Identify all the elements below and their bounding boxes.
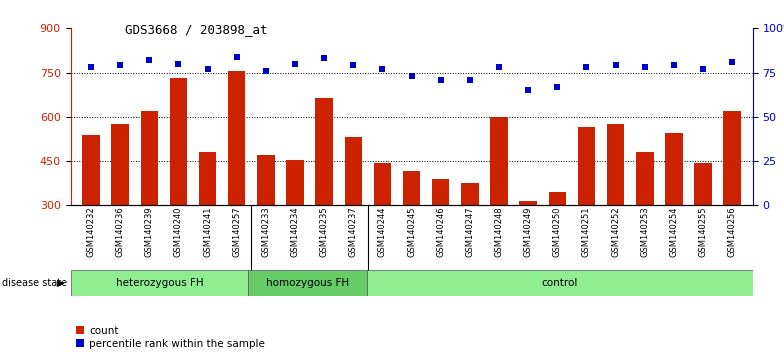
Point	[260, 68, 272, 74]
Point	[347, 63, 360, 68]
Text: GSM140253: GSM140253	[641, 207, 649, 257]
Bar	[549, 192, 566, 205]
Text: GSM140248: GSM140248	[495, 207, 503, 257]
Point	[434, 77, 447, 82]
Bar	[140, 111, 158, 205]
Point	[201, 66, 214, 72]
Text: GSM140240: GSM140240	[174, 207, 183, 257]
Bar	[286, 160, 303, 205]
Point	[638, 64, 651, 70]
Text: GSM140241: GSM140241	[203, 207, 212, 257]
Text: GSM140235: GSM140235	[320, 207, 328, 257]
Point	[114, 63, 126, 68]
Text: GSM140239: GSM140239	[145, 207, 154, 257]
Point	[318, 56, 330, 61]
Text: GSM140257: GSM140257	[232, 207, 241, 257]
Point	[463, 77, 476, 82]
Text: GSM140252: GSM140252	[612, 207, 620, 257]
Bar	[228, 71, 245, 205]
Text: GSM140246: GSM140246	[436, 207, 445, 257]
Bar	[374, 162, 391, 205]
Text: GSM140237: GSM140237	[349, 207, 358, 257]
Text: GSM140245: GSM140245	[407, 207, 416, 257]
Text: disease state: disease state	[2, 278, 67, 288]
Bar	[249, 270, 367, 296]
Text: GSM140254: GSM140254	[670, 207, 678, 257]
Bar	[403, 171, 420, 205]
Text: GSM140233: GSM140233	[261, 207, 270, 257]
Point	[493, 64, 506, 70]
Legend: count, percentile rank within the sample: count, percentile rank within the sample	[76, 326, 265, 349]
Bar	[695, 162, 712, 205]
Text: GSM140255: GSM140255	[699, 207, 708, 257]
Text: heterozygous FH: heterozygous FH	[116, 278, 203, 288]
Point	[551, 84, 564, 90]
Point	[522, 87, 535, 93]
Bar	[111, 124, 129, 205]
Point	[609, 63, 622, 68]
Text: GSM140251: GSM140251	[582, 207, 591, 257]
Point	[697, 66, 710, 72]
Bar	[724, 111, 741, 205]
Point	[143, 57, 155, 63]
Bar	[461, 183, 479, 205]
Bar	[490, 117, 508, 205]
Point	[289, 61, 301, 67]
Text: GDS3668 / 203898_at: GDS3668 / 203898_at	[125, 23, 268, 36]
Text: GSM140249: GSM140249	[524, 207, 532, 257]
Bar	[315, 98, 333, 205]
Point	[230, 54, 243, 59]
Bar	[636, 152, 654, 205]
Point	[405, 73, 418, 79]
Text: GSM140256: GSM140256	[728, 207, 737, 257]
Bar	[257, 155, 274, 205]
Bar	[665, 133, 683, 205]
Bar	[607, 124, 624, 205]
Bar	[82, 135, 100, 205]
Point	[726, 59, 739, 65]
Point	[85, 64, 97, 70]
Bar	[367, 270, 753, 296]
Text: GSM140234: GSM140234	[291, 207, 299, 257]
Point	[172, 61, 185, 67]
Text: GSM140232: GSM140232	[86, 207, 96, 257]
Point	[668, 63, 681, 68]
Bar	[344, 137, 362, 205]
Text: control: control	[542, 278, 578, 288]
Text: GSM140250: GSM140250	[553, 207, 562, 257]
Point	[376, 66, 389, 72]
Point	[580, 64, 593, 70]
Text: homozygous FH: homozygous FH	[267, 278, 350, 288]
Bar	[169, 79, 187, 205]
Text: ▶: ▶	[57, 278, 65, 288]
Text: GSM140247: GSM140247	[466, 207, 474, 257]
Text: GSM140244: GSM140244	[378, 207, 387, 257]
Bar	[520, 201, 537, 205]
Text: GSM140236: GSM140236	[115, 207, 125, 257]
Bar	[578, 127, 595, 205]
Bar	[199, 152, 216, 205]
Bar	[71, 270, 249, 296]
Bar	[432, 179, 449, 205]
